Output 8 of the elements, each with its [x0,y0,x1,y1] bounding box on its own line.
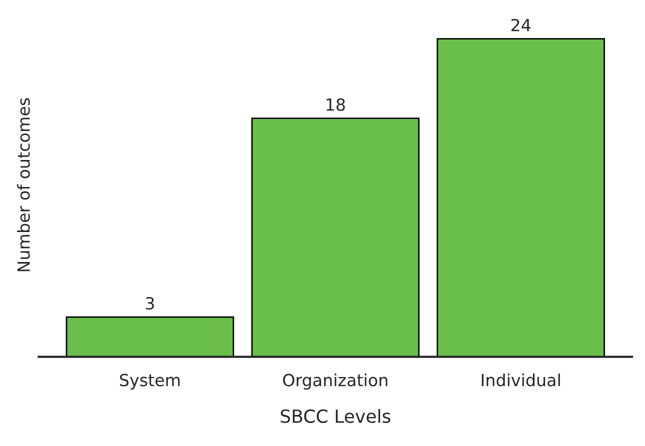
data-label: 3 [146,297,154,310]
data-label: 24 [511,18,531,32]
x-tick-label: Individual [482,373,560,386]
x-axis-title: SBCC Levels [280,409,390,424]
x-tick-label: System [120,374,180,390]
x-tick-label: Organization [283,373,388,390]
data-label: 18 [326,98,345,111]
y-axis-title: Number of outcomes [17,98,30,272]
